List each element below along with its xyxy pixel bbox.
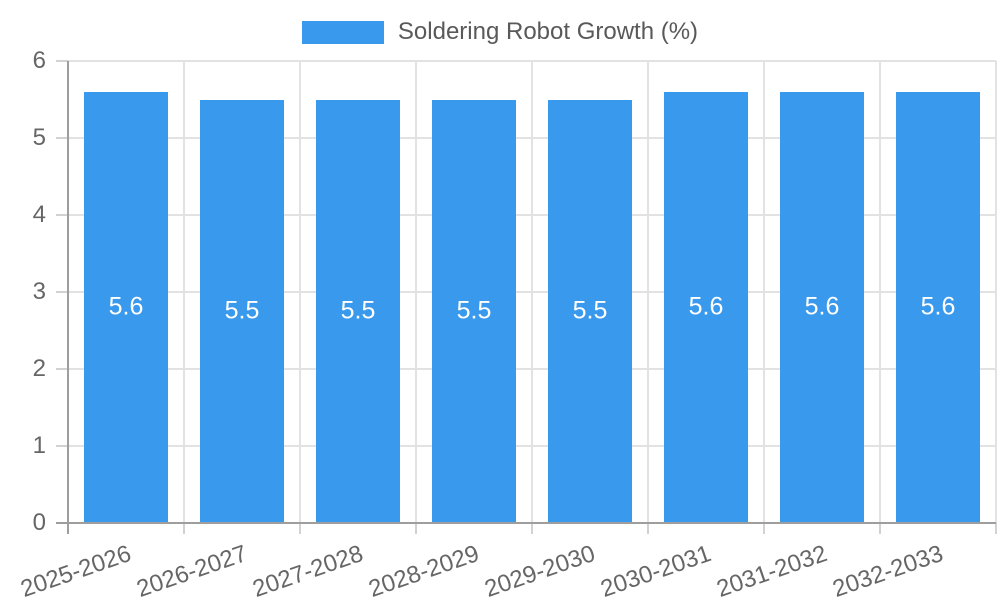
y-axis-tick (56, 368, 68, 370)
x-axis-tick (763, 523, 765, 534)
gridline-vertical (299, 61, 301, 523)
bar-value-label: 5.6 (804, 292, 840, 321)
legend-swatch-icon (301, 20, 384, 44)
gridline-vertical (763, 61, 765, 523)
x-tick-label: 2032-2033 (829, 540, 947, 600)
bar[interactable] (548, 99, 632, 523)
y-axis-tick (56, 137, 68, 139)
y-axis-tick (56, 60, 68, 62)
gridline-vertical (531, 61, 533, 523)
x-tick-label: 2030-2031 (597, 540, 715, 600)
gridline-vertical (879, 61, 881, 523)
x-axis-tick (415, 523, 417, 534)
x-axis-tick (531, 523, 533, 534)
y-tick-label: 5 (32, 124, 46, 151)
x-axis-tick (183, 523, 185, 534)
bar[interactable] (200, 99, 284, 523)
bar-value-label: 5.5 (340, 296, 376, 325)
bar-value-label: 5.5 (456, 296, 492, 325)
y-axis-line (67, 61, 69, 534)
gridline-vertical (647, 61, 649, 523)
y-tick-label: 1 (32, 432, 46, 459)
x-axis-tick (879, 523, 881, 534)
bar-value-label: 5.6 (108, 292, 144, 321)
y-tick-label: 2 (32, 355, 46, 382)
bar[interactable] (896, 91, 980, 523)
legend-series-label: Soldering Robot Growth (%) (397, 18, 699, 45)
bar-value-label: 5.6 (688, 292, 724, 321)
x-tick-label: 2026-2027 (133, 540, 251, 600)
x-tick-label: 2029-2030 (481, 540, 599, 600)
x-tick-label: 2027-2028 (249, 540, 367, 600)
gridline-vertical (183, 61, 185, 523)
gridline-vertical (415, 61, 417, 523)
bar-value-label: 5.6 (920, 292, 956, 321)
gridline-vertical (995, 61, 997, 523)
y-tick-label: 0 (32, 509, 46, 536)
bar[interactable] (316, 99, 400, 523)
x-axis-tick (647, 523, 649, 534)
y-tick-label: 4 (32, 201, 46, 228)
y-tick-label: 3 (32, 278, 46, 305)
x-axis-line (56, 522, 996, 524)
x-tick-label: 2031-2032 (713, 540, 831, 600)
y-axis-tick (56, 291, 68, 293)
bar[interactable] (84, 91, 168, 523)
y-axis-tick (56, 445, 68, 447)
bar-value-label: 5.5 (224, 296, 260, 325)
x-axis-tick (995, 523, 997, 534)
y-tick-label: 6 (32, 47, 46, 74)
x-tick-label: 2028-2029 (365, 540, 483, 600)
y-axis-tick (56, 214, 68, 216)
bar-value-label: 5.5 (572, 296, 608, 325)
bar[interactable] (664, 91, 748, 523)
bar[interactable] (432, 99, 516, 523)
chart-legend[interactable]: Soldering Robot Growth (%) (0, 18, 1000, 46)
x-axis-tick (299, 523, 301, 534)
x-tick-label: 2025-2026 (17, 540, 135, 600)
bar[interactable] (780, 91, 864, 523)
